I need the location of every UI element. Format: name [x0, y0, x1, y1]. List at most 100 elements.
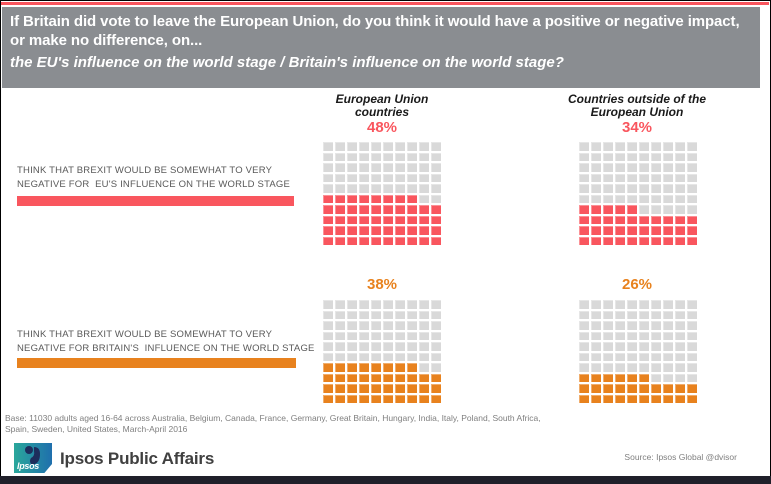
waffle-cell — [431, 152, 441, 161]
waffle-cell — [431, 142, 441, 151]
waffle-cell — [347, 342, 357, 351]
waffle-cell — [371, 352, 381, 361]
waffle-cell — [687, 152, 697, 161]
waffle-cell — [603, 184, 613, 193]
waffle-cell — [395, 152, 405, 161]
waffle-cell — [347, 310, 357, 319]
waffle-cell — [395, 363, 405, 372]
waffle-cell — [663, 205, 673, 214]
waffle-cell — [615, 384, 625, 393]
waffle-cell — [579, 310, 589, 319]
waffle-cell — [627, 205, 637, 214]
waffle-cell — [419, 331, 429, 340]
waffle-cell — [371, 194, 381, 203]
waffle-cell — [603, 394, 613, 403]
waffle-cell — [407, 342, 417, 351]
waffle-cell — [579, 184, 589, 193]
waffle-cell — [395, 310, 405, 319]
waffle-cell — [359, 142, 369, 151]
waffle-cell — [407, 152, 417, 161]
waffle-cell — [663, 173, 673, 182]
waffle-cell — [675, 236, 685, 245]
waffle-cell — [579, 373, 589, 382]
waffle-cell — [371, 310, 381, 319]
waffle-cell — [419, 215, 429, 224]
waffle-cell — [335, 342, 345, 351]
header-question-box: If Britain did vote to leave the Europea… — [2, 7, 760, 88]
waffle-cell — [627, 342, 637, 351]
waffle-cell — [579, 194, 589, 203]
waffle-cell — [675, 184, 685, 193]
waffle-cell — [687, 363, 697, 372]
waffle-cell — [323, 226, 333, 235]
waffle-cell — [579, 352, 589, 361]
waffle-cell — [395, 384, 405, 393]
waffle-cell — [371, 384, 381, 393]
waffle-cell — [615, 215, 625, 224]
waffle-cell — [675, 226, 685, 235]
waffle-cell — [323, 384, 333, 393]
waffle-cell — [651, 142, 661, 151]
waffle-cell — [591, 226, 601, 235]
waffle-cell — [335, 205, 345, 214]
waffle-cell — [687, 310, 697, 319]
waffle-cell — [371, 321, 381, 330]
waffle-cell — [419, 205, 429, 214]
waffle-cell — [639, 236, 649, 245]
column-header-eu-countries: European Union countries — [335, 92, 429, 119]
waffle-cell — [395, 321, 405, 330]
waffle-cell — [335, 384, 345, 393]
waffle-cell — [419, 142, 429, 151]
waffle-cell — [347, 363, 357, 372]
waffle-cell — [627, 194, 637, 203]
waffle-cell — [431, 342, 441, 351]
waffle-cell — [407, 184, 417, 193]
waffle-cell — [639, 205, 649, 214]
waffle-cell — [627, 236, 637, 245]
bottom-footer-bar — [0, 476, 771, 484]
waffle-cell — [687, 373, 697, 382]
waffle-cell — [407, 394, 417, 403]
waffle-cell — [651, 373, 661, 382]
waffle-cell — [651, 394, 661, 403]
waffle-cell — [347, 205, 357, 214]
waffle-cell — [407, 321, 417, 330]
waffle-cell — [579, 215, 589, 224]
waffle-cell — [383, 226, 393, 235]
waffle-cell — [591, 194, 601, 203]
waffle-cell — [615, 321, 625, 330]
waffle-cell — [383, 331, 393, 340]
ipsos-logo: Ipsos — [14, 443, 52, 473]
waffle-cell — [359, 394, 369, 403]
waffle-cell — [407, 142, 417, 151]
waffle-cell — [383, 321, 393, 330]
waffle-cell — [675, 384, 685, 393]
waffle-cell — [419, 300, 429, 309]
waffle-cell — [615, 163, 625, 172]
waffle-cell — [615, 352, 625, 361]
waffle-cell — [687, 194, 697, 203]
waffle-cell — [591, 184, 601, 193]
waffle-cell — [359, 352, 369, 361]
waffle-cell — [359, 194, 369, 203]
waffle-cell — [323, 373, 333, 382]
waffle-cell — [591, 342, 601, 351]
waffle-cell — [407, 310, 417, 319]
waffle-cell — [639, 384, 649, 393]
waffle-cell — [383, 142, 393, 151]
waffle-cell — [383, 184, 393, 193]
waffle-cell — [687, 226, 697, 235]
waffle-cell — [419, 342, 429, 351]
brand-title: Ipsos Public Affairs — [60, 449, 215, 468]
waffle-cell — [591, 384, 601, 393]
ipsos-logo-text: Ipsos — [17, 461, 40, 471]
waffle-cell — [639, 352, 649, 361]
waffle-cell — [347, 352, 357, 361]
waffle-cell — [603, 142, 613, 151]
waffle-cell — [687, 300, 697, 309]
waffle-cell — [431, 363, 441, 372]
waffle-cell — [615, 226, 625, 235]
waffle-cell — [335, 215, 345, 224]
waffle-cell — [675, 363, 685, 372]
waffle-cell — [663, 142, 673, 151]
